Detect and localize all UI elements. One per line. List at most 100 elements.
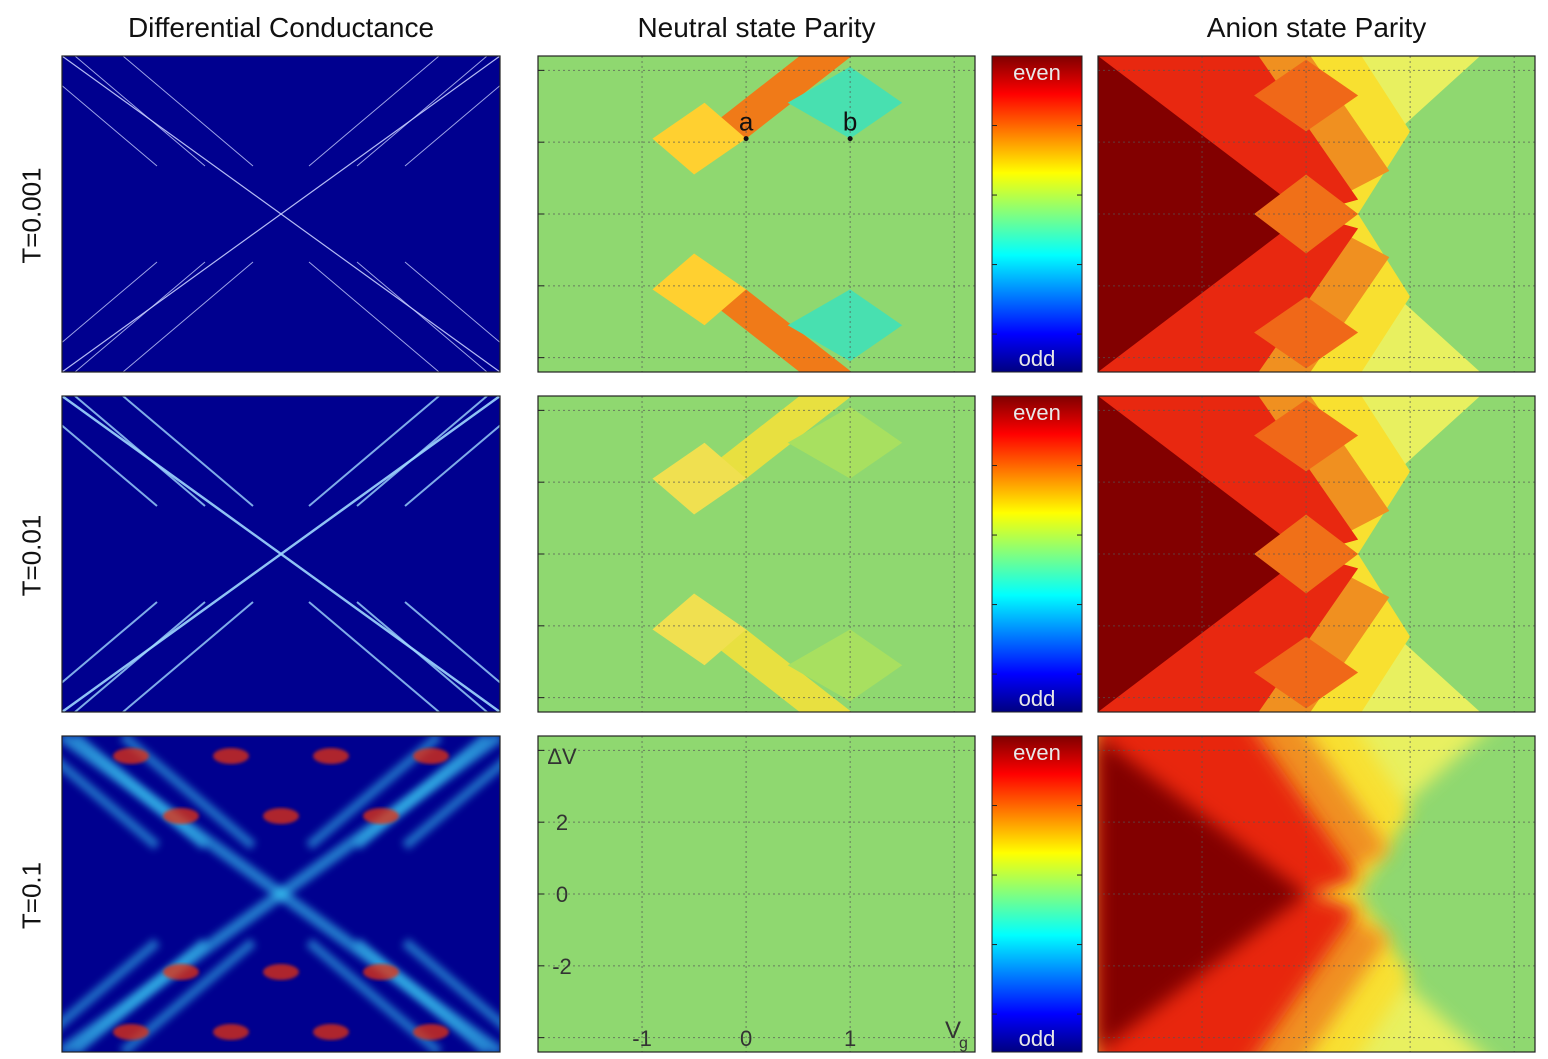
colorbar-top-label: even [1013,740,1061,765]
neutral-background [538,736,975,1052]
conductance-hotspot [213,1024,249,1040]
conductance-line [74,601,206,712]
x-tick-label: 1 [844,1026,856,1051]
conductance-line [74,56,206,167]
conductance-line [401,759,500,850]
conductance-line [404,261,500,344]
conductance-panel-T01 [61,735,501,1053]
neutral-region [652,253,747,326]
colorbar-bottom-label: odd [1019,1026,1056,1051]
conductance-panel-T0001 [61,55,501,373]
neutral-panel-T01: 2 0 -2 -1 0 1 ΔV Vg [537,735,976,1053]
x-tick-label: 0 [740,1026,752,1051]
conductance-lines [62,56,500,372]
neutral-regions [652,56,903,372]
conductance-line [308,601,440,712]
neutral-region [652,442,747,515]
neutral-region [652,102,747,175]
conductance-line [62,56,500,372]
conductance-line [122,261,254,372]
neutral-region [787,289,903,362]
x-tick-label: -1 [632,1026,652,1051]
conductance-hotspot [113,1024,149,1040]
conductance-panel-T001 [61,395,501,713]
row-label-t01: T=0.1 [16,861,47,930]
conductance-line [62,759,161,850]
conductance-line [71,736,209,850]
conductance-hotspot [363,964,399,980]
conductance-line [71,938,209,1052]
neutral-frame [537,735,976,1053]
y-axis-label: ΔV [547,744,577,769]
anion-region [1254,399,1359,472]
point-marker [847,136,853,142]
conductance-hotspot [413,748,449,764]
neutral-region [787,66,903,139]
column-title-neutral-parity: Neutral state Parity [637,12,876,43]
conductance-line [353,938,491,1052]
anion-region [1098,736,1307,1052]
anion-region [1098,56,1307,372]
x-axis-label-subscript: g [959,1035,968,1052]
conductance-hotspot [313,1024,349,1040]
neutral-region [787,629,903,702]
conductance-hotspot [163,808,199,824]
conductance-line [308,56,440,167]
column-title-conductance: Differential Conductance [127,12,435,43]
anion-frame [1097,55,1536,373]
anion-panel-T001 [1097,395,1536,713]
conductance-hotspot [263,808,299,824]
anion-panel-T0001 [1097,55,1536,373]
conductance-line [62,601,158,684]
conductance-line [404,84,500,167]
row-label-t0001: T=0.001 [16,167,47,264]
conductance-frame [61,55,501,373]
conductance-line [404,424,500,507]
colorbar-gradient [991,735,1083,1053]
anion-region [1098,396,1307,712]
conductance-frame [61,735,501,1053]
conductance-hotspot [263,964,299,980]
conductance-lines [62,396,500,712]
conductance-hotspot [113,748,149,764]
colorbar-gradient [991,395,1083,713]
y-tick-label: -2 [552,954,572,979]
colorbar-T01: even odd [991,735,1083,1053]
conductance-line [62,396,500,712]
conductance-line [353,736,491,850]
conductance-line [122,56,254,167]
anion-region [1254,514,1359,594]
conductance-line [308,396,440,507]
conductance-line [308,261,440,372]
point-label: a [739,107,754,137]
conductance-hotspot [163,964,199,980]
x-axis-label: V [945,1017,961,1044]
conductance-line [401,938,500,1029]
point-label: b [843,107,857,137]
anion-frame [1097,735,1536,1053]
neutral-region [652,593,747,666]
colorbar-T001: even odd [991,395,1083,713]
row-label-t001: T=0.01 [16,514,47,597]
anion-frame [1097,395,1536,713]
anion-region [1254,174,1359,254]
conductance-line [356,261,488,372]
conductance-hotspot [413,1024,449,1040]
conductance-line [356,396,488,507]
conductance-line [356,56,488,167]
conductance-line [62,938,161,1029]
conductance-line [356,601,488,712]
colorbar-bottom-label: odd [1019,686,1056,711]
anion-panel-T01 [1097,735,1536,1053]
conductance-line [74,396,206,507]
y-tick-label: 2 [556,810,568,835]
point-marker [743,136,749,142]
anion-region [1254,59,1359,132]
conductance-line [122,601,254,712]
colorbar-bottom-label: odd [1019,346,1056,371]
colorbar-top-label: even [1013,400,1061,425]
neutral-regions [652,396,903,712]
neutral-region [694,629,852,712]
conductance-hotspot [363,808,399,824]
